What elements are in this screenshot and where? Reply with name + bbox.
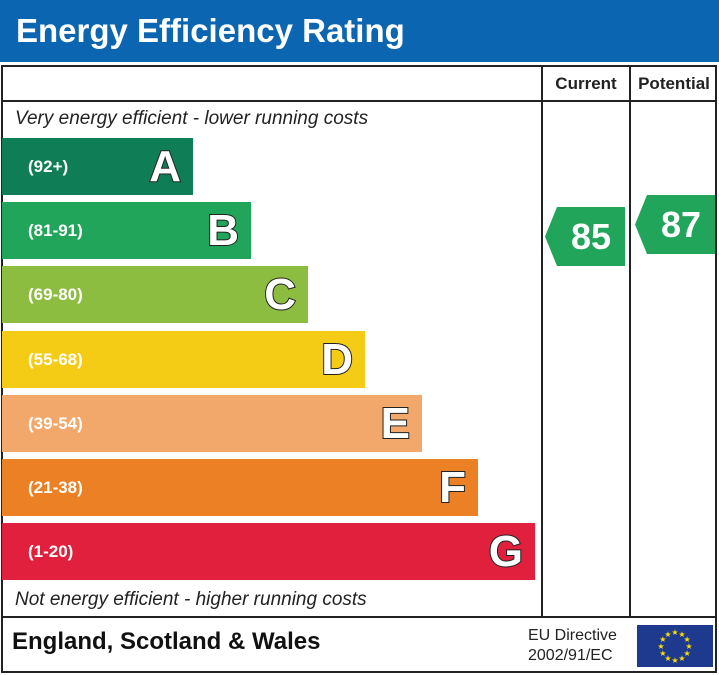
eu-directive: EU Directive 2002/91/EC [528,626,617,666]
column-divider [629,65,631,617]
eu-star: ★ [664,654,671,663]
footer-region: England, Scotland & Wales [12,628,321,655]
eu-star: ★ [678,630,685,639]
eu-star: ★ [685,642,692,651]
band-letter: A [148,141,182,192]
eu-star: ★ [659,635,666,644]
band-range: (39-54) [28,414,83,433]
band-letter: C [263,269,297,320]
eu-star: ★ [671,628,678,637]
eu-star: ★ [671,656,678,665]
band-letter: B [206,205,240,256]
bottom-note: Not energy efficient - higher running co… [15,589,367,610]
band-range: (21-38) [28,478,83,497]
eu-star: ★ [684,649,691,658]
potential-rating-arrow: 87 [635,195,715,254]
band-e: (39-54) E [2,395,422,452]
eu-star: ★ [659,649,666,658]
band-letter: F [438,462,467,513]
column-divider [541,65,543,617]
footer-divider [1,616,717,618]
current-rating-arrow: 85 [545,207,625,266]
potential-header: Potential [638,74,710,93]
header-divider [1,100,717,102]
potential-rating-value: 87 [660,204,702,245]
band-range: (92+) [28,157,69,176]
band-range: (1-20) [28,542,74,561]
eu-flag-icon: ★ ★★★★★★★★★★★ [637,625,713,667]
eu-star: ★ [657,642,664,651]
eu-star: ★ [664,630,671,639]
band-c: (69-80) C [2,266,308,323]
band-a: (92+) A [2,138,193,195]
band-letter: G [488,526,524,577]
eu-star: ★ [678,654,685,663]
current-header: Current [555,74,617,93]
band-range: (69-80) [28,285,83,304]
eu-directive-line2: 2002/91/EC [528,647,613,664]
eu-directive-line1: EU Directive [528,627,617,644]
current-rating-value: 85 [570,216,612,257]
band-g: (1-20) G [2,523,535,580]
band-range: (55-68) [28,350,83,369]
page-title: Energy Efficiency Rating [0,0,719,62]
band-d: (55-68) D [2,331,365,388]
band-letter: D [320,334,354,385]
band-f: (21-38) F [2,459,478,516]
band-letter: E [380,398,411,449]
band-range: (81-91) [28,221,83,240]
eu-star: ★ [684,635,691,644]
band-b: (81-91) B [2,202,251,259]
top-note: Very energy efficient - lower running co… [15,108,369,129]
